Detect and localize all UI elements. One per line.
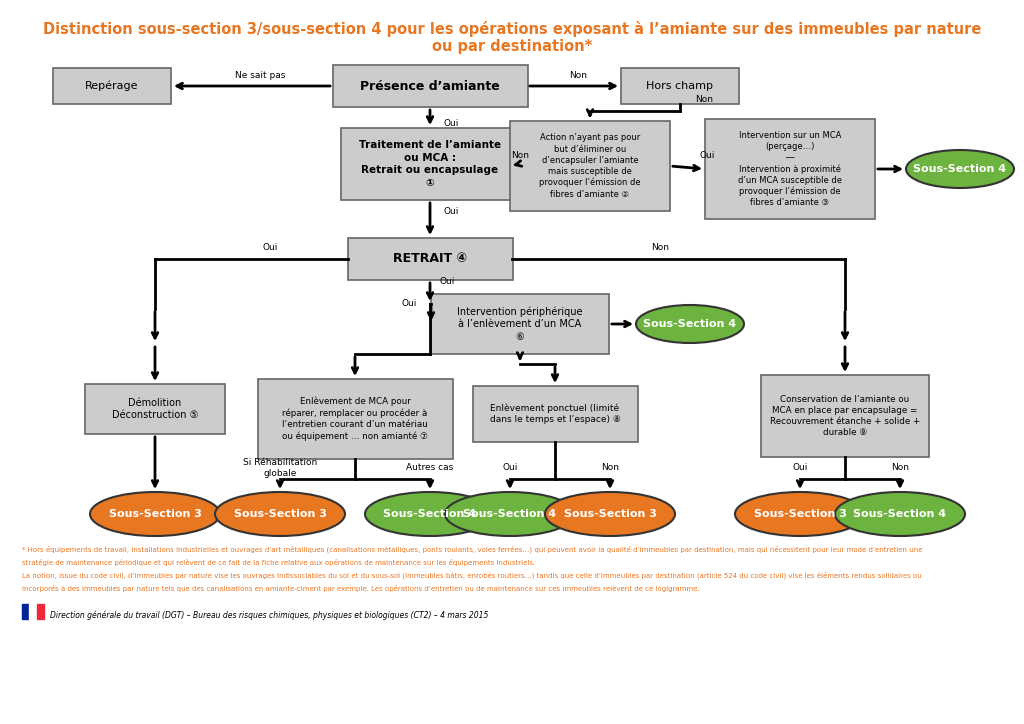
Text: Oui: Oui (699, 151, 715, 161)
Text: Sous-Section 4: Sous-Section 4 (464, 509, 557, 519)
Text: Sous-Section 3: Sous-Section 3 (563, 509, 656, 519)
Ellipse shape (835, 492, 965, 536)
FancyBboxPatch shape (761, 375, 929, 457)
Text: Oui: Oui (262, 243, 278, 251)
Text: Hors champ: Hors champ (646, 81, 714, 91)
Text: Non: Non (511, 151, 529, 161)
Text: Sous-Section 4: Sous-Section 4 (913, 164, 1007, 174)
Text: Oui: Oui (443, 208, 459, 216)
Text: Intervention sur un MCA
(perçage…)
―
Intervention à proximité
d’un MCA susceptib: Intervention sur un MCA (perçage…) ― Int… (738, 130, 842, 208)
Text: Enlèvement de MCA pour
réparer, remplacer ou procéder à
l’entretien courant d’un: Enlèvement de MCA pour réparer, remplace… (282, 397, 428, 441)
FancyBboxPatch shape (472, 386, 638, 442)
FancyBboxPatch shape (705, 119, 874, 219)
Text: Intervention périphérique
à l’enlèvement d’un MCA
⑥: Intervention périphérique à l’enlèvement… (458, 306, 583, 342)
Text: Non: Non (891, 463, 909, 473)
Text: Direction générale du travail (DGT) – Bureau des risques chimiques, physiques et: Direction générale du travail (DGT) – Bu… (50, 610, 488, 620)
Text: Présence d’amiante: Présence d’amiante (360, 80, 500, 93)
Text: Oui: Oui (503, 463, 518, 473)
FancyBboxPatch shape (510, 121, 670, 211)
Text: Oui: Oui (401, 300, 417, 308)
Text: RETRAIT ④: RETRAIT ④ (393, 253, 467, 266)
FancyBboxPatch shape (621, 68, 739, 104)
Text: Sous-Section 3: Sous-Section 3 (109, 509, 202, 519)
Ellipse shape (545, 492, 675, 536)
Ellipse shape (90, 492, 220, 536)
Text: Oui: Oui (443, 119, 459, 128)
Text: Démolition
Déconstruction ⑤: Démolition Déconstruction ⑤ (112, 397, 199, 420)
Text: La notion, issue du code civil, d’immeubles par nature vise les ouvrages indisso: La notion, issue du code civil, d’immeub… (22, 571, 922, 578)
Ellipse shape (735, 492, 865, 536)
Text: Oui: Oui (793, 463, 808, 473)
Text: Sous-Section 3: Sous-Section 3 (233, 509, 327, 519)
Bar (30, 604, 37, 619)
Bar (22, 604, 44, 619)
FancyBboxPatch shape (431, 294, 609, 354)
FancyBboxPatch shape (333, 65, 527, 107)
Text: Sous-Section 3: Sous-Section 3 (754, 509, 847, 519)
Text: Si Réhabilitation
globale: Si Réhabilitation globale (243, 458, 317, 478)
Text: ou par destination*: ou par destination* (432, 38, 592, 54)
Bar (22, 604, 30, 619)
Text: Non: Non (601, 463, 618, 473)
Text: Traitement de l’amiante
ou MCA :
Retrait ou encapsulage
①: Traitement de l’amiante ou MCA : Retrait… (359, 140, 501, 188)
FancyBboxPatch shape (53, 68, 171, 104)
FancyBboxPatch shape (257, 379, 453, 459)
Text: Oui: Oui (440, 277, 456, 285)
Text: Sous-Section 4: Sous-Section 4 (643, 319, 736, 329)
Text: Autres cas: Autres cas (407, 463, 454, 473)
Text: * Hors équipements de travail, installations industrielles et ouvrages d’art mét: * Hors équipements de travail, installat… (22, 545, 923, 552)
Bar (37, 604, 44, 619)
Text: incorporés à des immeubles par nature tels que des canalisations en amiante-cime: incorporés à des immeubles par nature te… (22, 584, 699, 592)
Ellipse shape (906, 150, 1014, 188)
Text: Non: Non (695, 95, 713, 104)
FancyBboxPatch shape (347, 238, 512, 280)
FancyBboxPatch shape (85, 384, 225, 434)
Text: Distinction sous-section 3/sous-section 4 pour les opérations exposant à l’amian: Distinction sous-section 3/sous-section … (43, 21, 981, 37)
Text: Non: Non (651, 243, 669, 251)
Text: Non: Non (569, 72, 587, 80)
Text: Action n’ayant pas pour
but d’éliminer ou
d’encapsuler l’amiante
mais susceptibl: Action n’ayant pas pour but d’éliminer o… (540, 133, 641, 198)
Ellipse shape (215, 492, 345, 536)
Ellipse shape (636, 305, 744, 343)
Text: Enlèvement ponctuel (limité
dans le temps et l’espace) ⑧: Enlèvement ponctuel (limité dans le temp… (489, 404, 621, 424)
FancyBboxPatch shape (341, 128, 519, 200)
Text: Sous-Section 4: Sous-Section 4 (383, 509, 476, 519)
Text: Sous-Section 4: Sous-Section 4 (853, 509, 946, 519)
Ellipse shape (445, 492, 575, 536)
Text: stratégie de maintenance périodique et qui relèvent de ce fait de la fiche relat: stratégie de maintenance périodique et q… (22, 558, 536, 565)
Text: Ne sait pas: Ne sait pas (234, 72, 286, 80)
Text: Repérage: Repérage (85, 81, 138, 91)
Ellipse shape (365, 492, 495, 536)
Text: Conservation de l’amiante ou
MCA en place par encapsulage =
Recouvrement étanche: Conservation de l’amiante ou MCA en plac… (770, 395, 921, 437)
